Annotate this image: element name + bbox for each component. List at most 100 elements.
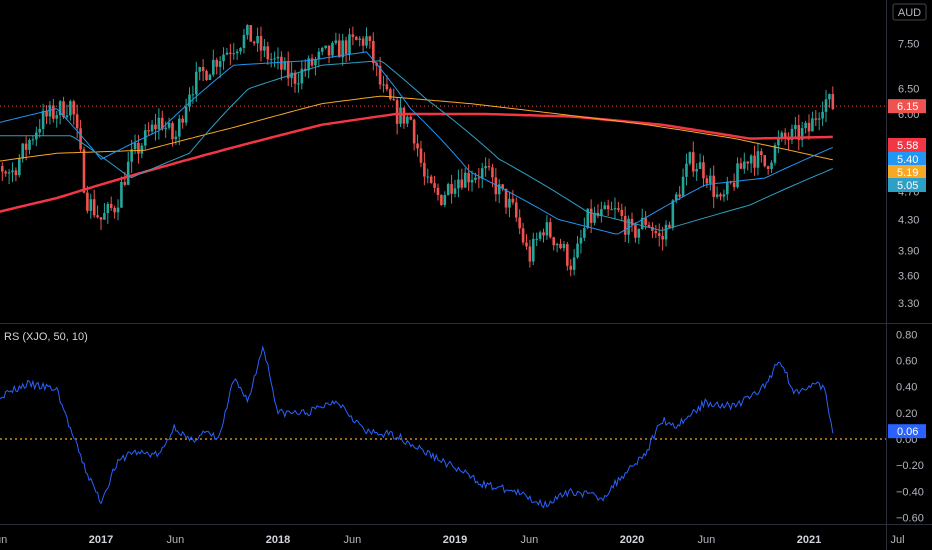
candle-body	[143, 130, 147, 146]
candle-body	[331, 43, 334, 56]
candle-body	[113, 207, 116, 213]
candle-body	[358, 38, 361, 40]
candle-body	[167, 123, 171, 128]
time-axis[interactable]: Jun 2017 Jun 2018 Jun 2019 Jun 2020 Jun 2021 Jul	[0, 534, 905, 546]
candle-body	[317, 51, 321, 60]
candle-body	[72, 101, 76, 115]
moving-average-line	[0, 112, 833, 213]
rs-tick-label: 0.60	[896, 356, 917, 368]
candle-body	[48, 105, 52, 117]
candle-body	[783, 132, 787, 139]
candle-body	[286, 61, 290, 79]
candle-body	[736, 163, 739, 188]
candle-body	[549, 222, 552, 238]
candle-body	[508, 198, 511, 208]
candle-body	[797, 125, 801, 140]
time-tick-label: 2020	[620, 534, 644, 546]
candle-body	[416, 143, 419, 149]
candle-body	[593, 212, 596, 223]
candle-body	[184, 106, 188, 123]
candle-body	[297, 83, 300, 85]
price-pane[interactable]	[0, 24, 886, 277]
candle-body	[334, 40, 338, 44]
time-tick-label: Jun	[697, 534, 715, 546]
candle-body	[586, 208, 590, 229]
candle-body	[572, 257, 576, 270]
candle-body	[126, 161, 130, 185]
candle-body	[58, 101, 62, 116]
candle-body	[637, 228, 641, 238]
candle-body	[82, 149, 86, 193]
candle-body	[147, 130, 150, 132]
rs-last-value: 0.06	[897, 426, 918, 438]
candle-body	[208, 74, 212, 80]
candle-body	[198, 67, 202, 72]
candle-body	[79, 128, 82, 150]
candle-body	[579, 237, 583, 244]
candle-body	[613, 208, 617, 210]
candle-body	[504, 188, 508, 208]
rs-line	[0, 345, 834, 509]
candle-body	[18, 158, 21, 176]
ma-tag	[888, 152, 926, 166]
currency-badge[interactable]	[892, 3, 927, 21]
candle-body	[474, 177, 477, 180]
rs-pane[interactable]	[0, 345, 886, 509]
candle-body	[538, 232, 542, 239]
candle-body	[712, 175, 715, 197]
candle-body	[634, 224, 637, 238]
candle-body	[708, 175, 712, 184]
candle-body	[348, 34, 351, 55]
candle-body	[576, 243, 579, 258]
rs-axis[interactable]: 0.800.600.400.200.00−0.20−0.40−0.600.06	[888, 329, 926, 524]
candle-body	[188, 94, 191, 107]
candle-body	[399, 107, 402, 124]
candle-body	[463, 172, 467, 188]
candle-body	[106, 203, 110, 214]
candle-body	[671, 200, 675, 228]
price-tick-label: 7.50	[898, 38, 919, 50]
candle-body	[460, 179, 464, 188]
candle-body	[337, 40, 341, 58]
candle-body	[133, 142, 137, 150]
candle-body	[766, 166, 770, 169]
candle-body	[688, 152, 692, 164]
candle-body	[239, 47, 242, 52]
candle-body	[246, 25, 249, 35]
candle-body	[627, 218, 630, 235]
candle-body	[4, 171, 7, 174]
candle-body	[695, 168, 698, 172]
candle-body	[69, 101, 72, 116]
candle-body	[521, 228, 525, 243]
candle-body	[130, 149, 133, 162]
indicator-title[interactable]: RS (XJO, 50, 10)	[4, 331, 88, 343]
candle-body	[674, 194, 678, 201]
candle-body	[542, 232, 545, 236]
ma-value: 5.40	[897, 154, 918, 166]
ma-tag	[888, 165, 926, 179]
candle-body	[395, 100, 399, 124]
time-tick-label: 2019	[443, 534, 467, 546]
candle-body	[770, 162, 773, 169]
candle-body	[828, 94, 831, 100]
candle-body	[630, 218, 634, 225]
candle-body	[732, 182, 736, 188]
price-axis[interactable]: 7.506.506.005.204.704.303.903.603.306.15…	[888, 38, 926, 310]
rs-tick-label: 0.80	[896, 329, 917, 341]
candle-body	[664, 224, 668, 240]
candle-body	[86, 192, 89, 211]
candle-body	[137, 142, 140, 154]
candle-body	[440, 194, 443, 205]
candle-body	[814, 118, 818, 120]
candle-body	[480, 168, 484, 179]
candle-body	[273, 58, 276, 60]
candle-body	[450, 184, 453, 194]
candle-body	[310, 58, 314, 66]
candle-body	[559, 243, 562, 249]
candle-body	[681, 176, 685, 197]
candle-body	[402, 107, 406, 124]
candle-body	[382, 84, 385, 86]
candle-body	[256, 36, 259, 44]
candle-body	[569, 265, 573, 270]
